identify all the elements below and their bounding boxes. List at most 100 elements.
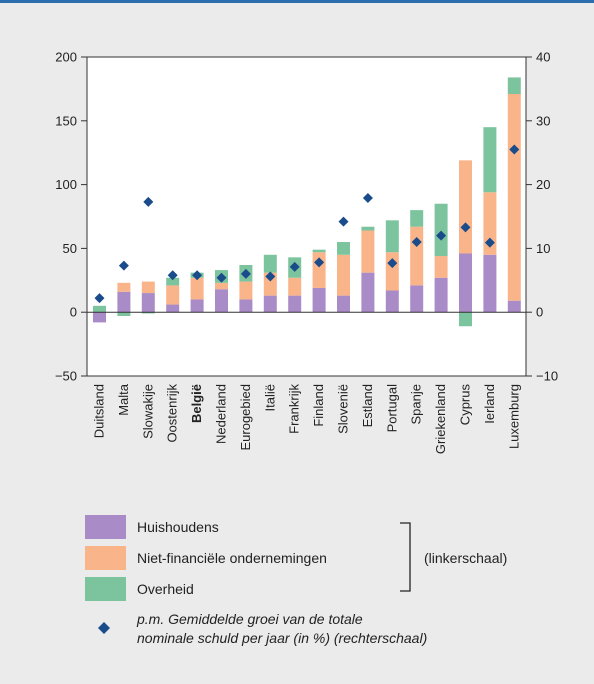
bar-niet-financiele: [166, 285, 180, 305]
bar-niet-financiele: [117, 282, 131, 292]
bar-niet-financiele: [239, 281, 253, 300]
x-category-label: Italië: [262, 384, 277, 411]
diamond-marker: [192, 270, 203, 281]
diamond-marker: [240, 268, 251, 279]
x-category-label: België: [189, 384, 204, 423]
diamond-marker: [484, 237, 495, 248]
y-left-tick-label: 50: [63, 241, 77, 256]
y-left-tick-label: 100: [55, 177, 77, 192]
bar-huishoudens: [483, 254, 497, 313]
bar-huishoudens: [239, 299, 253, 313]
x-category-label: Estland: [360, 384, 375, 427]
diamond-marker: [460, 222, 471, 233]
bar-niet-financiele: [385, 252, 399, 291]
bar-niet-financiele: [190, 277, 204, 300]
legend-note-line2: nominale schuld per jaar (in %) (rechter…: [137, 630, 427, 646]
diamond-marker: [216, 272, 227, 283]
legend-label-niet-financiele: Niet-financiële ondernemingen: [137, 550, 327, 566]
legend-swatch-niet-financiele: [85, 546, 126, 570]
y-left-tick-label: 0: [70, 305, 77, 320]
bar-huishoudens: [337, 295, 350, 313]
bar-overheid: [410, 210, 424, 227]
bar-niet-financiele: [483, 192, 497, 255]
y-right-tick-label: 10: [536, 241, 550, 256]
bar-huishoudens: [215, 289, 228, 313]
x-category-label: Griekenland: [433, 384, 448, 454]
plot-area: [86, 56, 527, 377]
diamonds-layer: [94, 144, 520, 304]
y-left-tick-label: −50: [55, 369, 77, 384]
bar-niet-financiele: [459, 160, 472, 254]
x-category-label: Eurogebied: [238, 384, 253, 451]
x-category-label: Frankrijk: [287, 384, 302, 434]
diamond-marker: [289, 261, 300, 272]
y-right-tick-label: −10: [536, 369, 558, 384]
x-category-label: Finland: [311, 384, 326, 427]
diamond-marker: [362, 192, 373, 203]
bar-huishoudens: [141, 293, 155, 313]
x-category-label: Malta: [116, 383, 131, 416]
x-category-label: Duitsland: [92, 384, 107, 438]
legend: Huishoudens Niet-financiële onderneminge…: [85, 515, 507, 646]
bar-huishoudens: [507, 300, 521, 313]
diamond-marker: [338, 216, 349, 227]
x-category-label: Luxemburg: [506, 384, 521, 449]
bar-niet-financiele: [288, 277, 302, 296]
bar-overheid: [312, 249, 326, 253]
bar-niet-financiele: [507, 94, 521, 301]
bar-huishoudens: [288, 295, 302, 313]
legend-swatch-overheid: [85, 577, 126, 601]
diamond-marker: [118, 260, 129, 271]
y-axis-left: −50 0 50 100 150 200: [55, 50, 87, 384]
diamond-marker: [411, 237, 422, 248]
bar-overheid: [263, 254, 277, 273]
bar-huishoudens: [93, 312, 106, 323]
bar-niet-financiele: [361, 230, 375, 273]
y-right-tick-label: 0: [536, 305, 543, 320]
diamond-marker: [509, 144, 520, 155]
bar-huishoudens: [410, 285, 424, 313]
bar-niet-financiele: [215, 282, 228, 290]
bar-huishoudens: [312, 287, 326, 313]
y-right-tick-label: 40: [536, 50, 550, 65]
diamond-marker: [387, 258, 398, 269]
y-right-tick-label: 30: [536, 113, 550, 128]
x-category-label: Nederland: [214, 384, 229, 444]
diamond-marker: [143, 196, 154, 207]
bar-huishoudens: [434, 277, 448, 313]
bar-niet-financiele: [434, 256, 448, 278]
bar-huishoudens: [385, 290, 399, 313]
bar-huishoudens: [263, 295, 277, 313]
legend-label-overheid: Overheid: [137, 581, 194, 597]
bar-huishoudens: [459, 253, 472, 313]
bar-niet-financiele: [410, 226, 424, 286]
y-left-tick-label: 200: [55, 50, 77, 65]
legend-swatch-huishoudens: [85, 515, 126, 539]
legend-diamond-icon: [98, 622, 110, 634]
legend-bracket-label: (linkerschaal): [424, 550, 507, 566]
bar-overheid: [166, 277, 180, 286]
bar-overheid: [117, 312, 131, 317]
bar-overheid: [361, 226, 375, 231]
x-category-label: Ierland: [482, 384, 497, 424]
bar-niet-financiele: [141, 281, 155, 294]
y-left-tick-label: 150: [55, 113, 77, 128]
legend-label-huishoudens: Huishoudens: [137, 519, 219, 535]
y-right-tick-label: 20: [536, 177, 550, 192]
bar-huishoudens: [166, 304, 180, 313]
legend-bracket: [400, 522, 411, 592]
x-axis-categories: Duitsland Malta Slowakije Oostenrijk België N…: [92, 383, 522, 454]
x-category-label: Slovenië: [336, 384, 351, 434]
x-category-label: Portugal: [384, 384, 399, 433]
bar-overheid: [93, 305, 106, 313]
x-category-label: Cyprus: [458, 384, 473, 426]
x-category-label: Oostenrijk: [165, 384, 180, 443]
bar-huishoudens: [361, 272, 375, 313]
bar-overheid: [459, 312, 472, 327]
bars-layer: [93, 77, 521, 327]
diamond-marker: [436, 230, 447, 241]
diamond-marker: [314, 257, 325, 268]
legend-note-line1: p.m. Gemiddelde groei van de totale: [136, 611, 363, 627]
x-category-label: Slowakije: [140, 384, 155, 439]
